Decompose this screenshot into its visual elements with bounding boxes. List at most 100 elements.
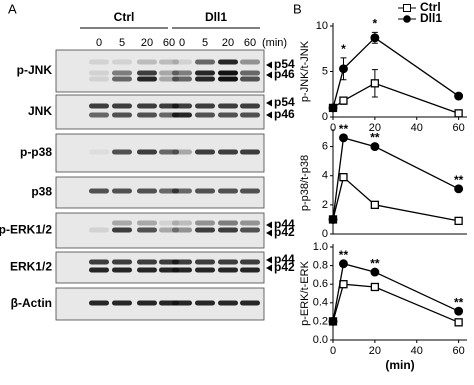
y-tick-label: 0.0 — [313, 334, 328, 346]
band — [218, 267, 238, 273]
band — [195, 112, 215, 118]
point — [339, 173, 348, 182]
band — [218, 300, 238, 306]
band — [137, 76, 157, 82]
band — [112, 59, 132, 65]
band — [218, 227, 238, 233]
row-label: p-JNK — [17, 63, 53, 77]
point — [454, 109, 463, 118]
band — [172, 112, 192, 118]
y-axis-label: p-ERK/t-ERK — [299, 260, 311, 325]
y-tick-label: 5 — [322, 65, 328, 77]
band — [218, 259, 238, 265]
point — [370, 33, 380, 43]
significance: ** — [339, 248, 349, 262]
series-line — [332, 175, 459, 222]
band — [89, 227, 109, 233]
point — [370, 142, 380, 152]
band — [137, 188, 157, 194]
band — [172, 59, 192, 65]
band — [89, 103, 109, 109]
band — [218, 76, 238, 82]
band — [112, 149, 132, 155]
band — [137, 300, 157, 306]
significance: ** — [454, 295, 464, 309]
point — [339, 96, 348, 105]
point — [454, 318, 463, 327]
significance: ** — [339, 122, 349, 136]
band — [240, 259, 260, 265]
marker-arrow — [266, 229, 272, 237]
x-tick-label: 60 — [453, 122, 465, 134]
y-tick-label: 1.0 — [313, 241, 328, 253]
band — [172, 70, 192, 76]
band — [172, 267, 192, 273]
point — [328, 214, 338, 224]
band-marker: p46 — [274, 107, 295, 121]
y-tick-label: 0.4 — [313, 297, 328, 309]
band — [89, 149, 109, 155]
band — [195, 220, 215, 226]
band — [137, 259, 157, 265]
band — [172, 300, 192, 306]
band — [112, 220, 132, 226]
band — [240, 76, 260, 82]
band — [159, 227, 179, 233]
band — [240, 103, 260, 109]
series-line — [332, 283, 459, 323]
point — [370, 267, 380, 277]
legend-marker — [403, 4, 411, 12]
time-unit: (min) — [262, 37, 287, 49]
point — [339, 259, 348, 269]
y-tick-label: 0.6 — [313, 278, 328, 290]
band — [195, 259, 215, 265]
band — [137, 112, 157, 118]
band — [195, 300, 215, 306]
band — [159, 149, 179, 155]
marker-arrow — [266, 99, 272, 107]
time-label: 60 — [244, 37, 256, 49]
band — [159, 220, 179, 226]
band-marker: p46 — [274, 67, 295, 81]
row-label: p38 — [31, 185, 52, 199]
significance: ** — [370, 256, 380, 270]
point — [370, 79, 380, 88]
band — [172, 149, 192, 155]
time-label: 0 — [179, 37, 185, 49]
point — [328, 316, 338, 326]
x-tick-label: 60 — [453, 345, 465, 357]
y-tick-label: 0.2 — [313, 315, 328, 327]
y-tick-label: 10 — [316, 20, 328, 32]
band — [112, 300, 132, 306]
row-label: β-Actin — [11, 296, 52, 310]
x-tick-label: 40 — [411, 345, 423, 357]
band — [89, 59, 109, 65]
y-axis-label: p-JNK/t-JNK — [299, 40, 311, 102]
y-axis-label: p-p38/t-p38 — [299, 155, 311, 211]
band-marker: p54 — [274, 57, 295, 71]
band — [137, 70, 157, 76]
band — [89, 70, 109, 76]
x-tick-label: 20 — [369, 122, 381, 134]
band — [112, 259, 132, 265]
band — [240, 220, 260, 226]
band-marker: p44 — [274, 217, 295, 231]
x-tick-label: 20 — [369, 345, 381, 357]
x-tick-label: 0 — [330, 122, 336, 134]
point — [339, 280, 348, 289]
legend-label: Dll1 — [420, 11, 442, 25]
band — [195, 59, 215, 65]
band — [195, 76, 215, 82]
y-tick-label: 4 — [322, 170, 328, 182]
y-tick-label: 0.8 — [313, 260, 328, 272]
marker-arrow — [266, 256, 272, 264]
point — [328, 103, 338, 113]
y-tick-label: 0 — [322, 111, 328, 123]
band — [89, 267, 109, 273]
band — [172, 76, 192, 82]
significance: * — [341, 42, 346, 56]
row-label: p-p38 — [20, 145, 52, 159]
band — [89, 188, 109, 194]
marker-arrow — [266, 264, 272, 272]
band — [89, 259, 109, 265]
